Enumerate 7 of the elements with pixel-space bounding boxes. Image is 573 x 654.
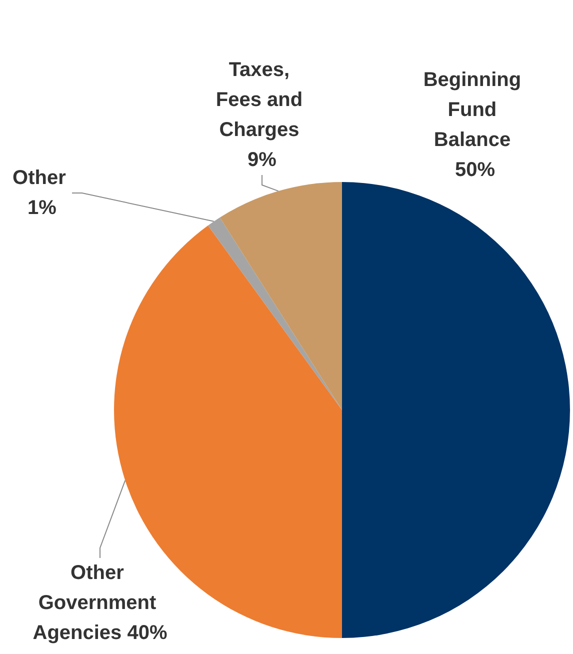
slice-label: Taxes, Fees and Charges <box>216 59 308 141</box>
data-label: 1% <box>28 197 57 219</box>
data-label: 50% <box>454 159 496 181</box>
data-label: 9% <box>248 149 277 171</box>
slice-label: Other Government Agencies 40% <box>32 562 168 644</box>
slice-label: Other <box>12 167 72 189</box>
slice-label: Beginning Fund Balance <box>423 69 527 151</box>
